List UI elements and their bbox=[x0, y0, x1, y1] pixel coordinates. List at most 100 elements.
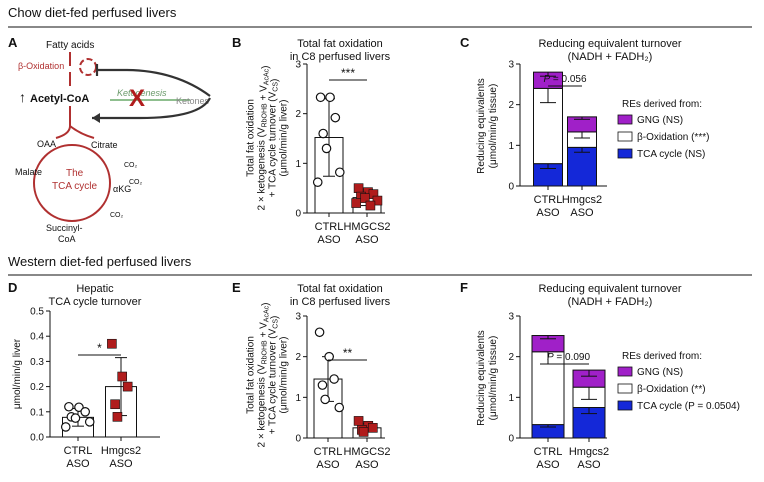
bar-segment bbox=[567, 146, 597, 187]
y-tick-label: 2 bbox=[295, 109, 301, 120]
y-tick-label: 0.2 bbox=[30, 382, 44, 393]
x-tick-label: ASO bbox=[66, 458, 90, 470]
x-tick-label: CTRL bbox=[534, 446, 563, 458]
data-point bbox=[353, 416, 364, 426]
legend-swatch bbox=[617, 366, 633, 377]
data-point bbox=[74, 402, 84, 413]
data-point bbox=[84, 417, 95, 427]
x-tick-label: ASO bbox=[570, 207, 594, 219]
axis-label: + TCA cycle turnover (VCS) bbox=[268, 316, 281, 435]
acetyl-coa-label: Acetyl-CoA bbox=[30, 93, 89, 105]
axis-label: (μmol/min/g liver) bbox=[279, 337, 290, 414]
chart-f: F Reducing equivalent turnover (NADH + F… bbox=[460, 280, 740, 471]
x-tick-label: Hmgcs2 bbox=[101, 445, 141, 457]
data-point bbox=[70, 413, 81, 423]
panel-label-a: A bbox=[8, 35, 18, 50]
pathway-return-arrow bbox=[92, 97, 211, 120]
data-point bbox=[358, 427, 369, 437]
y-tick-label: 2 bbox=[508, 352, 514, 363]
legend-label: β-Oxidation (**) bbox=[637, 384, 706, 395]
data-point bbox=[353, 183, 364, 193]
data-point bbox=[112, 412, 123, 422]
succinyl-coa-label: CoA bbox=[58, 234, 76, 244]
data-point bbox=[330, 112, 341, 123]
axis-label: 2 × ketogenesis (VRbOHB + VAcAc) bbox=[257, 66, 272, 211]
chart-b: B Total fat oxidation in C8 perfused liv… bbox=[232, 35, 391, 246]
chart-subtitle: (NADH + FADH₂) bbox=[568, 296, 653, 308]
data-point bbox=[318, 128, 328, 139]
data-point bbox=[320, 394, 330, 405]
co2-label: CO₂ bbox=[110, 212, 124, 219]
x-tick-label: ASO bbox=[577, 459, 601, 471]
data-point bbox=[321, 143, 332, 154]
arrowhead-icon bbox=[92, 113, 100, 123]
panel-label-c: C bbox=[460, 35, 470, 50]
co2-label: CO₂ bbox=[129, 179, 143, 186]
chart-subtitle: (NADH + FADH₂) bbox=[568, 51, 653, 63]
y-tick-label: 1 bbox=[508, 393, 514, 404]
chart-d-plot: μmol/min/g liver0.00.10.20.30.40.5*CTRLA… bbox=[12, 307, 160, 470]
tca-label-line1: The bbox=[66, 168, 84, 179]
y-tick-label: 3 bbox=[295, 312, 301, 323]
significance-label: * bbox=[97, 341, 102, 355]
beta-oxidation-label: β-Oxidation bbox=[18, 61, 64, 71]
data-point bbox=[324, 351, 334, 362]
y-tick-label: 0 bbox=[508, 182, 514, 193]
schematic-panel: A Fatty acids β-Oxidation ↑ Acetyl-CoA K… bbox=[8, 35, 211, 244]
data-point bbox=[351, 198, 361, 208]
chart-e: E Total fat oxidation in C8 perfused liv… bbox=[232, 280, 391, 471]
x-tick-label: HMGCS2 bbox=[343, 221, 390, 233]
y-tick-label: 2 bbox=[295, 352, 301, 363]
legend-title: REs derived from: bbox=[622, 99, 702, 110]
malate-label: Malate bbox=[15, 167, 42, 177]
x-tick-label: ASO bbox=[355, 459, 379, 471]
x-tick-label: ASO bbox=[317, 234, 341, 246]
y-tick-label: 3 bbox=[508, 60, 514, 71]
legend-label: GNG (NS) bbox=[637, 115, 683, 126]
legend-swatch bbox=[617, 383, 633, 394]
x-tick-label: CTRL bbox=[534, 194, 563, 206]
chart-c: C Reducing equivalent turnover (NADH + F… bbox=[460, 35, 709, 219]
y-tick-label: 1 bbox=[295, 159, 301, 170]
akg-label: αKG bbox=[113, 184, 131, 194]
data-point bbox=[365, 200, 376, 211]
y-tick-label: 0.3 bbox=[30, 357, 44, 368]
x-tick-label: HMGCS2 bbox=[343, 446, 390, 458]
data-point bbox=[64, 401, 74, 412]
significance-label: *** bbox=[341, 66, 355, 80]
data-point bbox=[110, 399, 120, 410]
chart-title: Reducing equivalent turnover bbox=[538, 283, 681, 295]
data-point bbox=[317, 380, 328, 390]
panel-label-e: E bbox=[232, 280, 241, 295]
y-tick-label: 1 bbox=[508, 141, 514, 152]
data-point bbox=[60, 422, 71, 432]
chart-title: Total fat oxidation bbox=[297, 38, 383, 50]
chart-subtitle: in C8 perfused livers bbox=[290, 51, 391, 63]
x-tick-label: ASO bbox=[355, 234, 379, 246]
chart-d: D Hepatic TCA cycle turnover μmol/min/g … bbox=[8, 280, 160, 470]
oaa-arrow bbox=[55, 106, 71, 139]
data-point bbox=[314, 327, 325, 338]
data-point bbox=[315, 92, 326, 103]
axis-label: Total fat oxidation bbox=[246, 99, 257, 177]
up-arrow-icon: ↑ bbox=[19, 89, 26, 105]
legend-swatch bbox=[617, 148, 633, 159]
y-tick-label: 0.0 bbox=[30, 433, 44, 444]
tca-label-line2: TCA cycle bbox=[52, 181, 97, 192]
axis-label: (μmol/min/g tissue) bbox=[488, 336, 499, 421]
y-tick-label: 0.5 bbox=[30, 307, 44, 318]
x-tick-label: Hmgcs2 bbox=[569, 446, 609, 458]
data-point bbox=[334, 167, 345, 178]
axis-label: μmol/min/g liver bbox=[12, 338, 23, 409]
x-tick-label: CTRL bbox=[315, 221, 344, 233]
legend-label: β-Oxidation (***) bbox=[637, 132, 709, 143]
ketones-label: Ketones bbox=[176, 96, 210, 106]
panel-label-b: B bbox=[232, 35, 241, 50]
co2-label: CO₂ bbox=[124, 162, 138, 169]
succinyl-label: Succinyl- bbox=[46, 223, 83, 233]
x-tick-label: ASO bbox=[536, 459, 560, 471]
y-tick-label: 0 bbox=[508, 434, 514, 445]
y-tick-label: 3 bbox=[508, 312, 514, 323]
chart-subtitle: TCA cycle turnover bbox=[49, 296, 142, 308]
